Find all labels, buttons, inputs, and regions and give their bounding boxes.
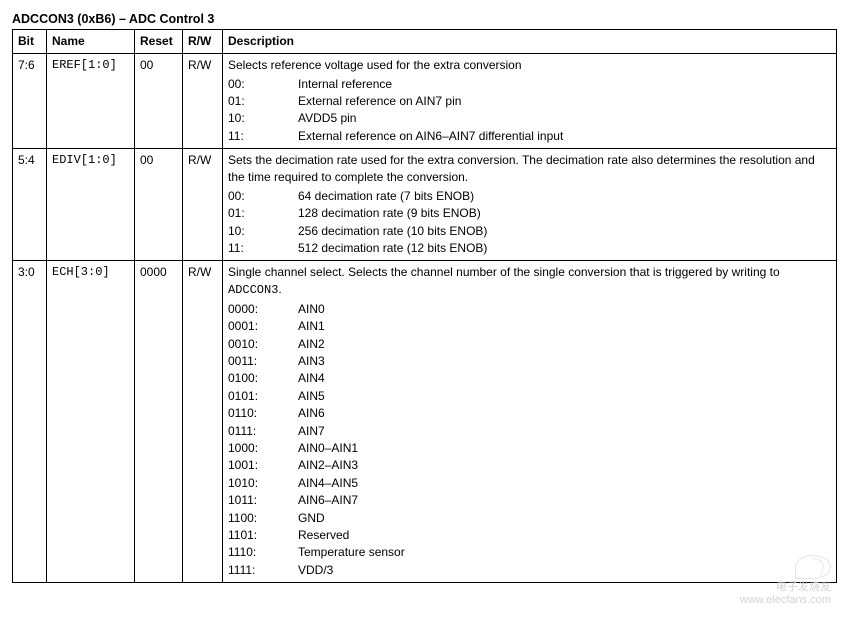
opt-code: 0100: — [228, 370, 284, 387]
cell-desc: Selects reference voltage used for the e… — [223, 53, 837, 148]
cell-desc: Sets the decimation rate used for the ex… — [223, 149, 837, 261]
opt-val: External reference on AIN7 pin — [284, 93, 563, 110]
col-name: Name — [47, 30, 135, 54]
opt-code: 0010: — [228, 336, 284, 353]
opt-code: 1101: — [228, 527, 284, 544]
opt-code: 0101: — [228, 388, 284, 405]
opt-val: 128 decimation rate (9 bits ENOB) — [284, 205, 487, 222]
col-reset: Reset — [135, 30, 183, 54]
cell-name: ECH[3:0] — [47, 261, 135, 583]
opt-code: 0011: — [228, 353, 284, 370]
opt-code: 00: — [228, 188, 284, 205]
opt-val: Temperature sensor — [284, 544, 405, 561]
desc-intro: Selects reference voltage used for the e… — [228, 57, 831, 74]
intro-post: . — [278, 282, 281, 296]
table-row: 7:6 EREF[1:0] 00 R/W Selects reference v… — [13, 53, 837, 148]
opt-val: 512 decimation rate (12 bits ENOB) — [284, 240, 487, 257]
opt-val: AIN3 — [284, 353, 405, 370]
intro-mono: ADCCON3 — [228, 283, 278, 297]
opt-val: AVDD5 pin — [284, 110, 563, 127]
opt-code: 1010: — [228, 475, 284, 492]
options-list: 00:Internal reference 01:External refere… — [228, 76, 563, 146]
opt-val: AIN2 — [284, 336, 405, 353]
opt-code: 01: — [228, 205, 284, 222]
opt-val: 64 decimation rate (7 bits ENOB) — [284, 188, 487, 205]
cell-name: EREF[1:0] — [47, 53, 135, 148]
cell-rw: R/W — [183, 149, 223, 261]
register-title: ADCCON3 (0xB6) – ADC Control 3 — [12, 12, 837, 26]
opt-val: 256 decimation rate (10 bits ENOB) — [284, 223, 487, 240]
cell-desc: Single channel select. Selects the chann… — [223, 261, 837, 583]
opt-val: GND — [284, 510, 405, 527]
opt-code: 1100: — [228, 510, 284, 527]
opt-code: 1110: — [228, 544, 284, 561]
opt-code: 00: — [228, 76, 284, 93]
cell-name: EDIV[1:0] — [47, 149, 135, 261]
table-row: 3:0 ECH[3:0] 0000 R/W Single channel sel… — [13, 261, 837, 583]
opt-code: 10: — [228, 110, 284, 127]
opt-val: AIN0 — [284, 301, 405, 318]
opt-val: Internal reference — [284, 76, 563, 93]
table-body: 7:6 EREF[1:0] 00 R/W Selects reference v… — [13, 53, 837, 582]
opt-val: AIN2–AIN3 — [284, 457, 405, 474]
opt-code: 0110: — [228, 405, 284, 422]
opt-code: 0001: — [228, 318, 284, 335]
col-rw: R/W — [183, 30, 223, 54]
cell-rw: R/W — [183, 53, 223, 148]
opt-code: 1011: — [228, 492, 284, 509]
opt-val: AIN4–AIN5 — [284, 475, 405, 492]
opt-val: VDD/3 — [284, 562, 405, 579]
table-header-row: Bit Name Reset R/W Description — [13, 30, 837, 54]
opt-code: 01: — [228, 93, 284, 110]
opt-val: External reference on AIN6–AIN7 differen… — [284, 128, 563, 145]
opt-val: AIN6–AIN7 — [284, 492, 405, 509]
table-row: 5:4 EDIV[1:0] 00 R/W Sets the decimation… — [13, 149, 837, 261]
opt-code: 11: — [228, 240, 284, 257]
opt-val: AIN6 — [284, 405, 405, 422]
cell-bit: 3:0 — [13, 261, 47, 583]
opt-code: 1000: — [228, 440, 284, 457]
opt-val: Reserved — [284, 527, 405, 544]
cell-bit: 7:6 — [13, 53, 47, 148]
opt-val: AIN4 — [284, 370, 405, 387]
opt-val: AIN0–AIN1 — [284, 440, 405, 457]
col-bit: Bit — [13, 30, 47, 54]
watermark-line2: www.elecfans.com — [740, 594, 831, 607]
opt-code: 0000: — [228, 301, 284, 318]
options-list: 0000:AIN0 0001:AIN1 0010:AIN2 0011:AIN3 … — [228, 301, 405, 579]
opt-code: 1001: — [228, 457, 284, 474]
opt-val: AIN7 — [284, 423, 405, 440]
register-table: Bit Name Reset R/W Description 7:6 EREF[… — [12, 29, 837, 583]
intro-pre: Single channel select. Selects the chann… — [228, 265, 780, 279]
col-desc: Description — [223, 30, 837, 54]
opt-val: AIN1 — [284, 318, 405, 335]
cell-reset: 00 — [135, 149, 183, 261]
cell-reset: 0000 — [135, 261, 183, 583]
options-list: 00:64 decimation rate (7 bits ENOB) 01:1… — [228, 188, 487, 258]
opt-code: 11: — [228, 128, 284, 145]
cell-reset: 00 — [135, 53, 183, 148]
cell-rw: R/W — [183, 261, 223, 583]
desc-intro: Single channel select. Selects the chann… — [228, 264, 831, 299]
opt-val: AIN5 — [284, 388, 405, 405]
desc-intro: Sets the decimation rate used for the ex… — [228, 152, 831, 186]
opt-code: 0111: — [228, 423, 284, 440]
opt-code: 1111: — [228, 562, 284, 579]
cell-bit: 5:4 — [13, 149, 47, 261]
opt-code: 10: — [228, 223, 284, 240]
